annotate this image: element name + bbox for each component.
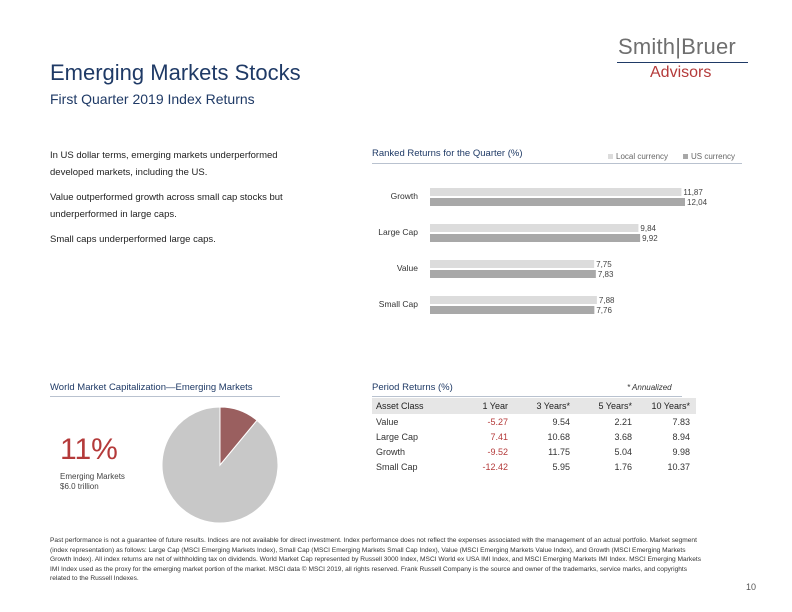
column-header: 5 Years* xyxy=(598,401,632,411)
period-returns-heading: Period Returns (%) xyxy=(372,382,453,393)
pie-label: Emerging Markets $6.0 trillion xyxy=(60,472,125,492)
table-header-row: Asset Class 1 Year 3 Years* 5 Years* 10 … xyxy=(372,398,696,414)
ranked-returns-heading: Ranked Returns for the Quarter (%) xyxy=(372,148,523,159)
table-cell: Small Cap xyxy=(376,461,418,472)
table-cell: 11.75 xyxy=(548,446,570,457)
world-cap-pie xyxy=(161,406,279,524)
category-label: Large Cap xyxy=(378,227,418,237)
bar-value-label: 7,88 xyxy=(599,296,615,305)
table-cell: Value xyxy=(376,416,399,427)
logo-divider xyxy=(617,62,748,63)
category-label: Small Cap xyxy=(379,299,418,309)
world-cap-rule xyxy=(50,396,280,397)
table-cell: -5.27 xyxy=(487,416,508,427)
table-cell: 1.76 xyxy=(614,461,632,472)
bar-us xyxy=(430,270,596,278)
bar-local xyxy=(430,260,595,268)
category-label: Value xyxy=(397,263,418,273)
intro-paragraph: In US dollar terms, emerging markets und… xyxy=(50,150,278,178)
legend-item-local: Local currency xyxy=(608,152,668,161)
table-cell: 10.68 xyxy=(547,431,570,442)
bar-value-label: 7,75 xyxy=(596,260,612,269)
table-cell: -12.42 xyxy=(482,461,508,472)
table-cell: 7.83 xyxy=(672,416,690,427)
table-row: Growth -9.52 11.75 5.04 9.98 xyxy=(372,444,696,459)
table-cell: Large Cap xyxy=(376,431,419,442)
bar-us xyxy=(430,198,685,206)
bar-value-label: 7,76 xyxy=(596,306,612,315)
disclaimer-text: Past performance is not a guarantee of f… xyxy=(50,537,701,583)
table-row: Large Cap 7.41 10.68 3.68 8.94 xyxy=(372,429,696,444)
bar-local xyxy=(430,188,682,196)
table-cell: 5.95 xyxy=(552,461,570,472)
pie-label-name: Emerging Markets xyxy=(60,472,125,481)
legend-label-us: US currency xyxy=(691,152,736,161)
period-returns-table: Asset Class 1 Year 3 Years* 5 Years* 10 … xyxy=(372,398,696,474)
table-cell: 9.98 xyxy=(672,446,690,457)
pie-label-value: $6.0 trillion xyxy=(60,482,99,491)
table-cell: 5.04 xyxy=(614,446,632,457)
legend-swatch-us xyxy=(683,154,688,160)
table-cell: 10.37 xyxy=(667,461,690,472)
intro-paragraph: Small caps underperformed large caps. xyxy=(50,234,216,245)
legend-swatch-local xyxy=(608,154,613,160)
bar-value-label: 9,84 xyxy=(640,224,656,233)
intro-paragraph: Value outperformed growth across small c… xyxy=(50,192,283,220)
column-header: Asset Class xyxy=(376,401,424,411)
bar-value-label: 7,83 xyxy=(598,270,614,279)
bar-value-label: 11,87 xyxy=(683,188,703,197)
pie-percent: 11% xyxy=(60,433,118,466)
column-header: 10 Years* xyxy=(651,401,690,411)
bar-us xyxy=(430,234,641,242)
table-cell: 9.54 xyxy=(552,416,570,427)
page-title: Emerging Markets Stocks xyxy=(50,60,301,85)
logo-subtitle: Advisors xyxy=(650,64,712,81)
table-cell: Growth xyxy=(376,446,406,457)
logo-brand-name: Smith|Bruer xyxy=(618,34,736,59)
column-header: 3 Years* xyxy=(536,401,570,411)
bar-us xyxy=(430,306,595,314)
intro-text: In US dollar terms, emerging markets und… xyxy=(50,147,320,248)
table-cell: 8.94 xyxy=(672,431,690,442)
table-cell: -9.52 xyxy=(487,446,508,457)
bar-local xyxy=(430,224,639,232)
world-cap-heading: World Market Capitalization—Emerging Mar… xyxy=(50,382,253,393)
table-row: Small Cap -12.42 5.95 1.76 10.37 xyxy=(372,459,696,474)
period-returns-rule xyxy=(372,396,682,397)
table-row: Value -5.27 9.54 2.21 7.83 xyxy=(372,414,696,429)
table-cell: 2.21 xyxy=(614,416,632,427)
bar-value-label: 9,92 xyxy=(642,234,658,243)
table-cell: 3.68 xyxy=(614,431,632,442)
category-label: Growth xyxy=(391,191,419,201)
bar-local xyxy=(430,296,597,304)
legend-item-us: US currency xyxy=(683,152,735,161)
bar-value-label: 12,04 xyxy=(687,198,708,207)
column-header: 1 Year xyxy=(482,401,508,411)
page-subtitle: First Quarter 2019 Index Returns xyxy=(50,91,255,107)
table-cell: 7.41 xyxy=(490,431,508,442)
ranked-returns-rule xyxy=(372,163,742,164)
pie-slice-emerging xyxy=(219,406,258,467)
annualized-note: * Annualized xyxy=(627,383,672,392)
page-number: 10 xyxy=(746,582,757,592)
legend-label-local: Local currency xyxy=(616,152,669,161)
